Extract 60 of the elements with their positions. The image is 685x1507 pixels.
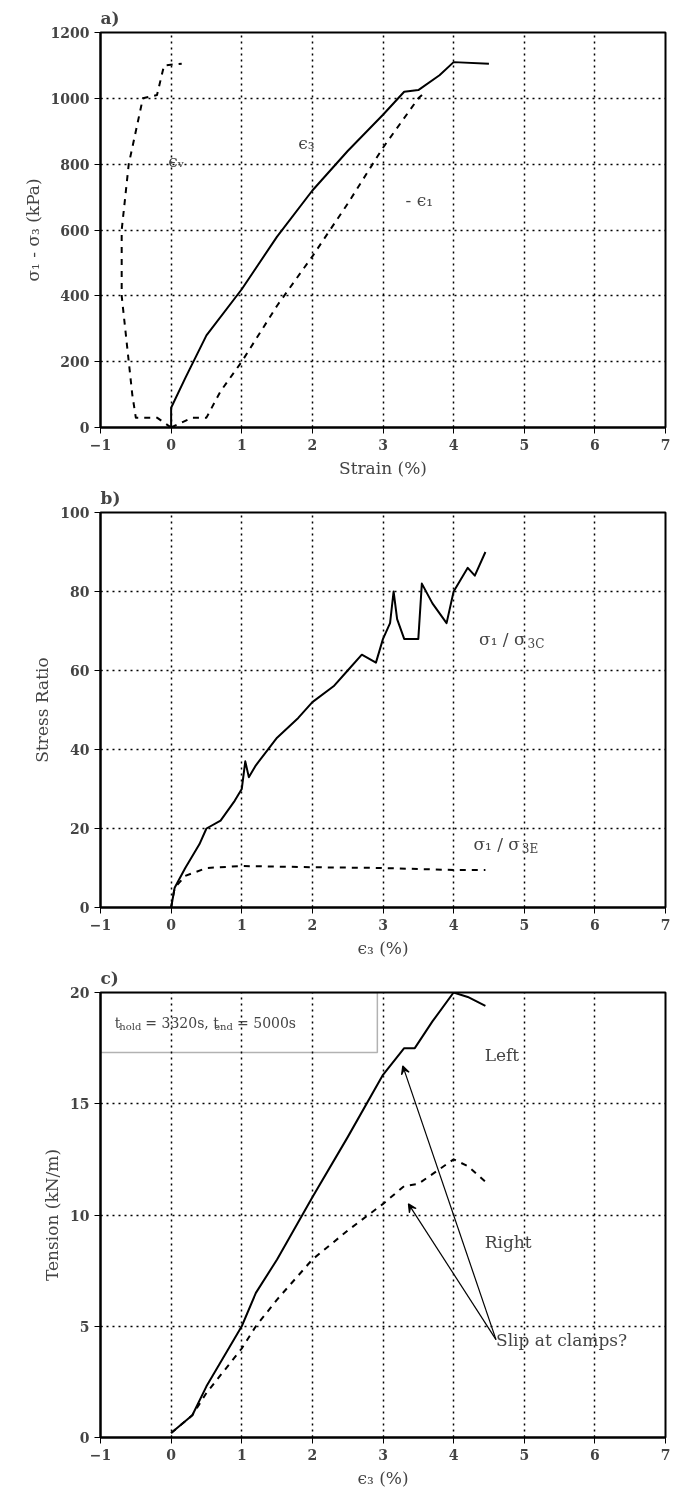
y-tick-label: 80	[70, 584, 90, 600]
y-tick-label: 15	[70, 1096, 90, 1113]
y-tick-label: 20	[70, 821, 90, 837]
y-tick-label: 20	[70, 985, 90, 1001]
x-tick-label: 6	[590, 436, 600, 453]
x-axis-title: ϵ₃ (%)	[357, 1467, 409, 1488]
y-tick-label: 60	[70, 663, 90, 679]
x-tick-label: 2	[307, 436, 318, 453]
annotation: ϵ₃	[298, 133, 315, 154]
annotation: - ϵ₁	[405, 190, 434, 211]
x-tick-label: −1	[89, 916, 112, 933]
x-tick-label: 7	[660, 916, 671, 933]
y-tick-label: 100	[60, 505, 90, 521]
x-tick-label: 1	[236, 1446, 247, 1463]
x-tick-label: 6	[590, 916, 600, 933]
x-tick-label: 4	[448, 436, 459, 453]
x-tick-label: 4	[448, 1446, 459, 1463]
y-axis-title: σ₁ - σ₃ (kPa)	[22, 178, 43, 282]
x-tick-label: −1	[89, 436, 112, 453]
x-tick-label: 2	[307, 1446, 318, 1463]
chart-title: a)	[100, 7, 120, 28]
x-tick-label: −1	[89, 1446, 112, 1463]
annotation: Left	[484, 1044, 520, 1065]
x-tick-label: 0	[166, 1446, 177, 1463]
y-tick-label: 0	[79, 1430, 90, 1446]
y-axis-title: Stress Ratio	[32, 657, 53, 763]
annotation: Right	[484, 1231, 532, 1252]
y-tick-label: 0	[79, 900, 90, 916]
y-tick-label: 5	[79, 1318, 90, 1335]
y-tick-label: 1200	[50, 25, 90, 41]
x-tick-label: 3	[378, 916, 388, 933]
x-tick-label: 3	[378, 1446, 388, 1463]
x-tick-label: 4	[448, 916, 459, 933]
x-tick-label: 1	[236, 916, 247, 933]
x-tick-label: 7	[660, 1446, 671, 1463]
y-tick-label: 0	[79, 420, 90, 436]
x-tick-label: 0	[166, 436, 177, 453]
x-tick-label: 7	[660, 436, 671, 453]
chart-title: c)	[100, 967, 119, 988]
x-axis-title: ϵ₃ (%)	[357, 937, 409, 958]
x-tick-label: 5	[519, 1446, 530, 1463]
y-axis-title: Tension (kN/m)	[42, 1148, 63, 1282]
y-tick-label: 800	[60, 156, 90, 173]
annotation: Slip at clamps?	[496, 1329, 628, 1350]
y-tick-label: 10	[70, 1207, 90, 1224]
x-tick-label: 6	[590, 1446, 600, 1463]
x-tick-label: 3	[378, 436, 388, 453]
chart-title: b)	[100, 487, 121, 508]
x-tick-label: 1	[236, 436, 247, 453]
y-tick-label: 200	[60, 354, 90, 371]
y-tick-label: 40	[70, 742, 90, 758]
annotation: ϵᵥ	[168, 150, 185, 171]
x-tick-label: 2	[307, 916, 318, 933]
x-tick-label: 5	[519, 916, 530, 933]
y-tick-label: 400	[60, 288, 90, 305]
x-axis-title: Strain (%)	[339, 457, 427, 478]
y-tick-label: 1000	[50, 90, 90, 107]
y-tick-label: 600	[60, 222, 90, 239]
x-tick-label: 0	[166, 916, 177, 933]
x-tick-label: 5	[519, 436, 530, 453]
